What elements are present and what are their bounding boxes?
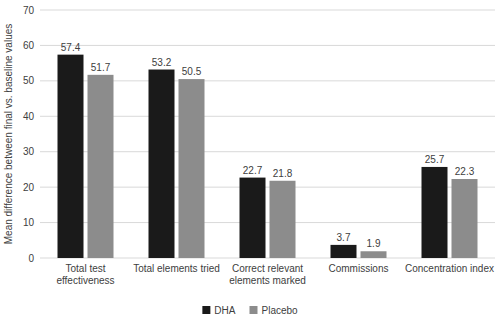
y-tick-label: 30 <box>23 146 35 157</box>
legend: DHA Placebo <box>202 305 298 316</box>
y-tick-label: 10 <box>23 217 35 228</box>
bar <box>331 245 357 258</box>
bar <box>88 75 114 258</box>
data-labels: 57.4 53.2 22.7 3.7 25.7 51.7 50.5 21.8 1.9 22.3 <box>61 42 475 250</box>
grid-line <box>40 10 495 11</box>
x-tick-line: Total elements tried <box>133 263 220 274</box>
data-label: 25.7 <box>425 154 445 165</box>
data-label: 21.8 <box>273 168 293 179</box>
data-label: 22.7 <box>243 165 263 176</box>
x-tick-label: Commissions <box>328 263 388 274</box>
data-label: 22.3 <box>455 166 475 177</box>
bars <box>58 55 478 258</box>
y-tick-label: 20 <box>23 182 35 193</box>
bar <box>452 179 478 258</box>
bar <box>58 55 84 258</box>
legend-swatch <box>249 306 257 314</box>
bar <box>270 181 296 258</box>
x-tick-line: elements marked <box>229 275 306 286</box>
x-tick-label: Concentration index <box>405 263 494 274</box>
x-tick-label: Total testeffectiveness <box>56 263 114 286</box>
y-tick-label: 70 <box>23 5 35 16</box>
x-tick-line: Concentration index <box>405 263 494 274</box>
x-tick-line: Total test <box>65 263 105 274</box>
legend-label: DHA <box>214 305 235 316</box>
x-tick-label: Total elements tried <box>133 263 220 274</box>
chart-svg: 0 10 20 30 40 50 60 70 Mean difference between f… <box>0 0 500 320</box>
data-label: 50.5 <box>182 66 202 77</box>
data-label: 53.2 <box>152 57 172 68</box>
data-label: 3.7 <box>337 232 351 243</box>
grid-line <box>40 45 495 46</box>
y-tick-label: 50 <box>23 75 35 86</box>
bar <box>240 178 266 258</box>
legend-label: Placebo <box>261 305 298 316</box>
legend-swatch <box>202 306 210 314</box>
y-tick-label: 0 <box>28 253 34 264</box>
x-tick-label: Correct relevantelements marked <box>229 263 306 286</box>
bar <box>422 167 448 258</box>
bar <box>149 70 175 258</box>
y-axis-label: Mean difference between final vs. baseli… <box>3 24 14 245</box>
grid <box>40 10 495 258</box>
bar <box>361 251 387 258</box>
y-tick-label: 60 <box>23 40 35 51</box>
data-label: 51.7 <box>91 62 111 73</box>
x-tick-line: effectiveness <box>56 275 114 286</box>
x-tick-line: Commissions <box>328 263 388 274</box>
bar <box>179 79 205 258</box>
data-label: 57.4 <box>61 42 81 53</box>
data-label: 1.9 <box>367 238 381 249</box>
chart-container: 0 10 20 30 40 50 60 70 Mean difference between f… <box>0 0 500 320</box>
y-tick-label: 40 <box>23 111 35 122</box>
x-tick-line: Correct relevant <box>232 263 303 274</box>
